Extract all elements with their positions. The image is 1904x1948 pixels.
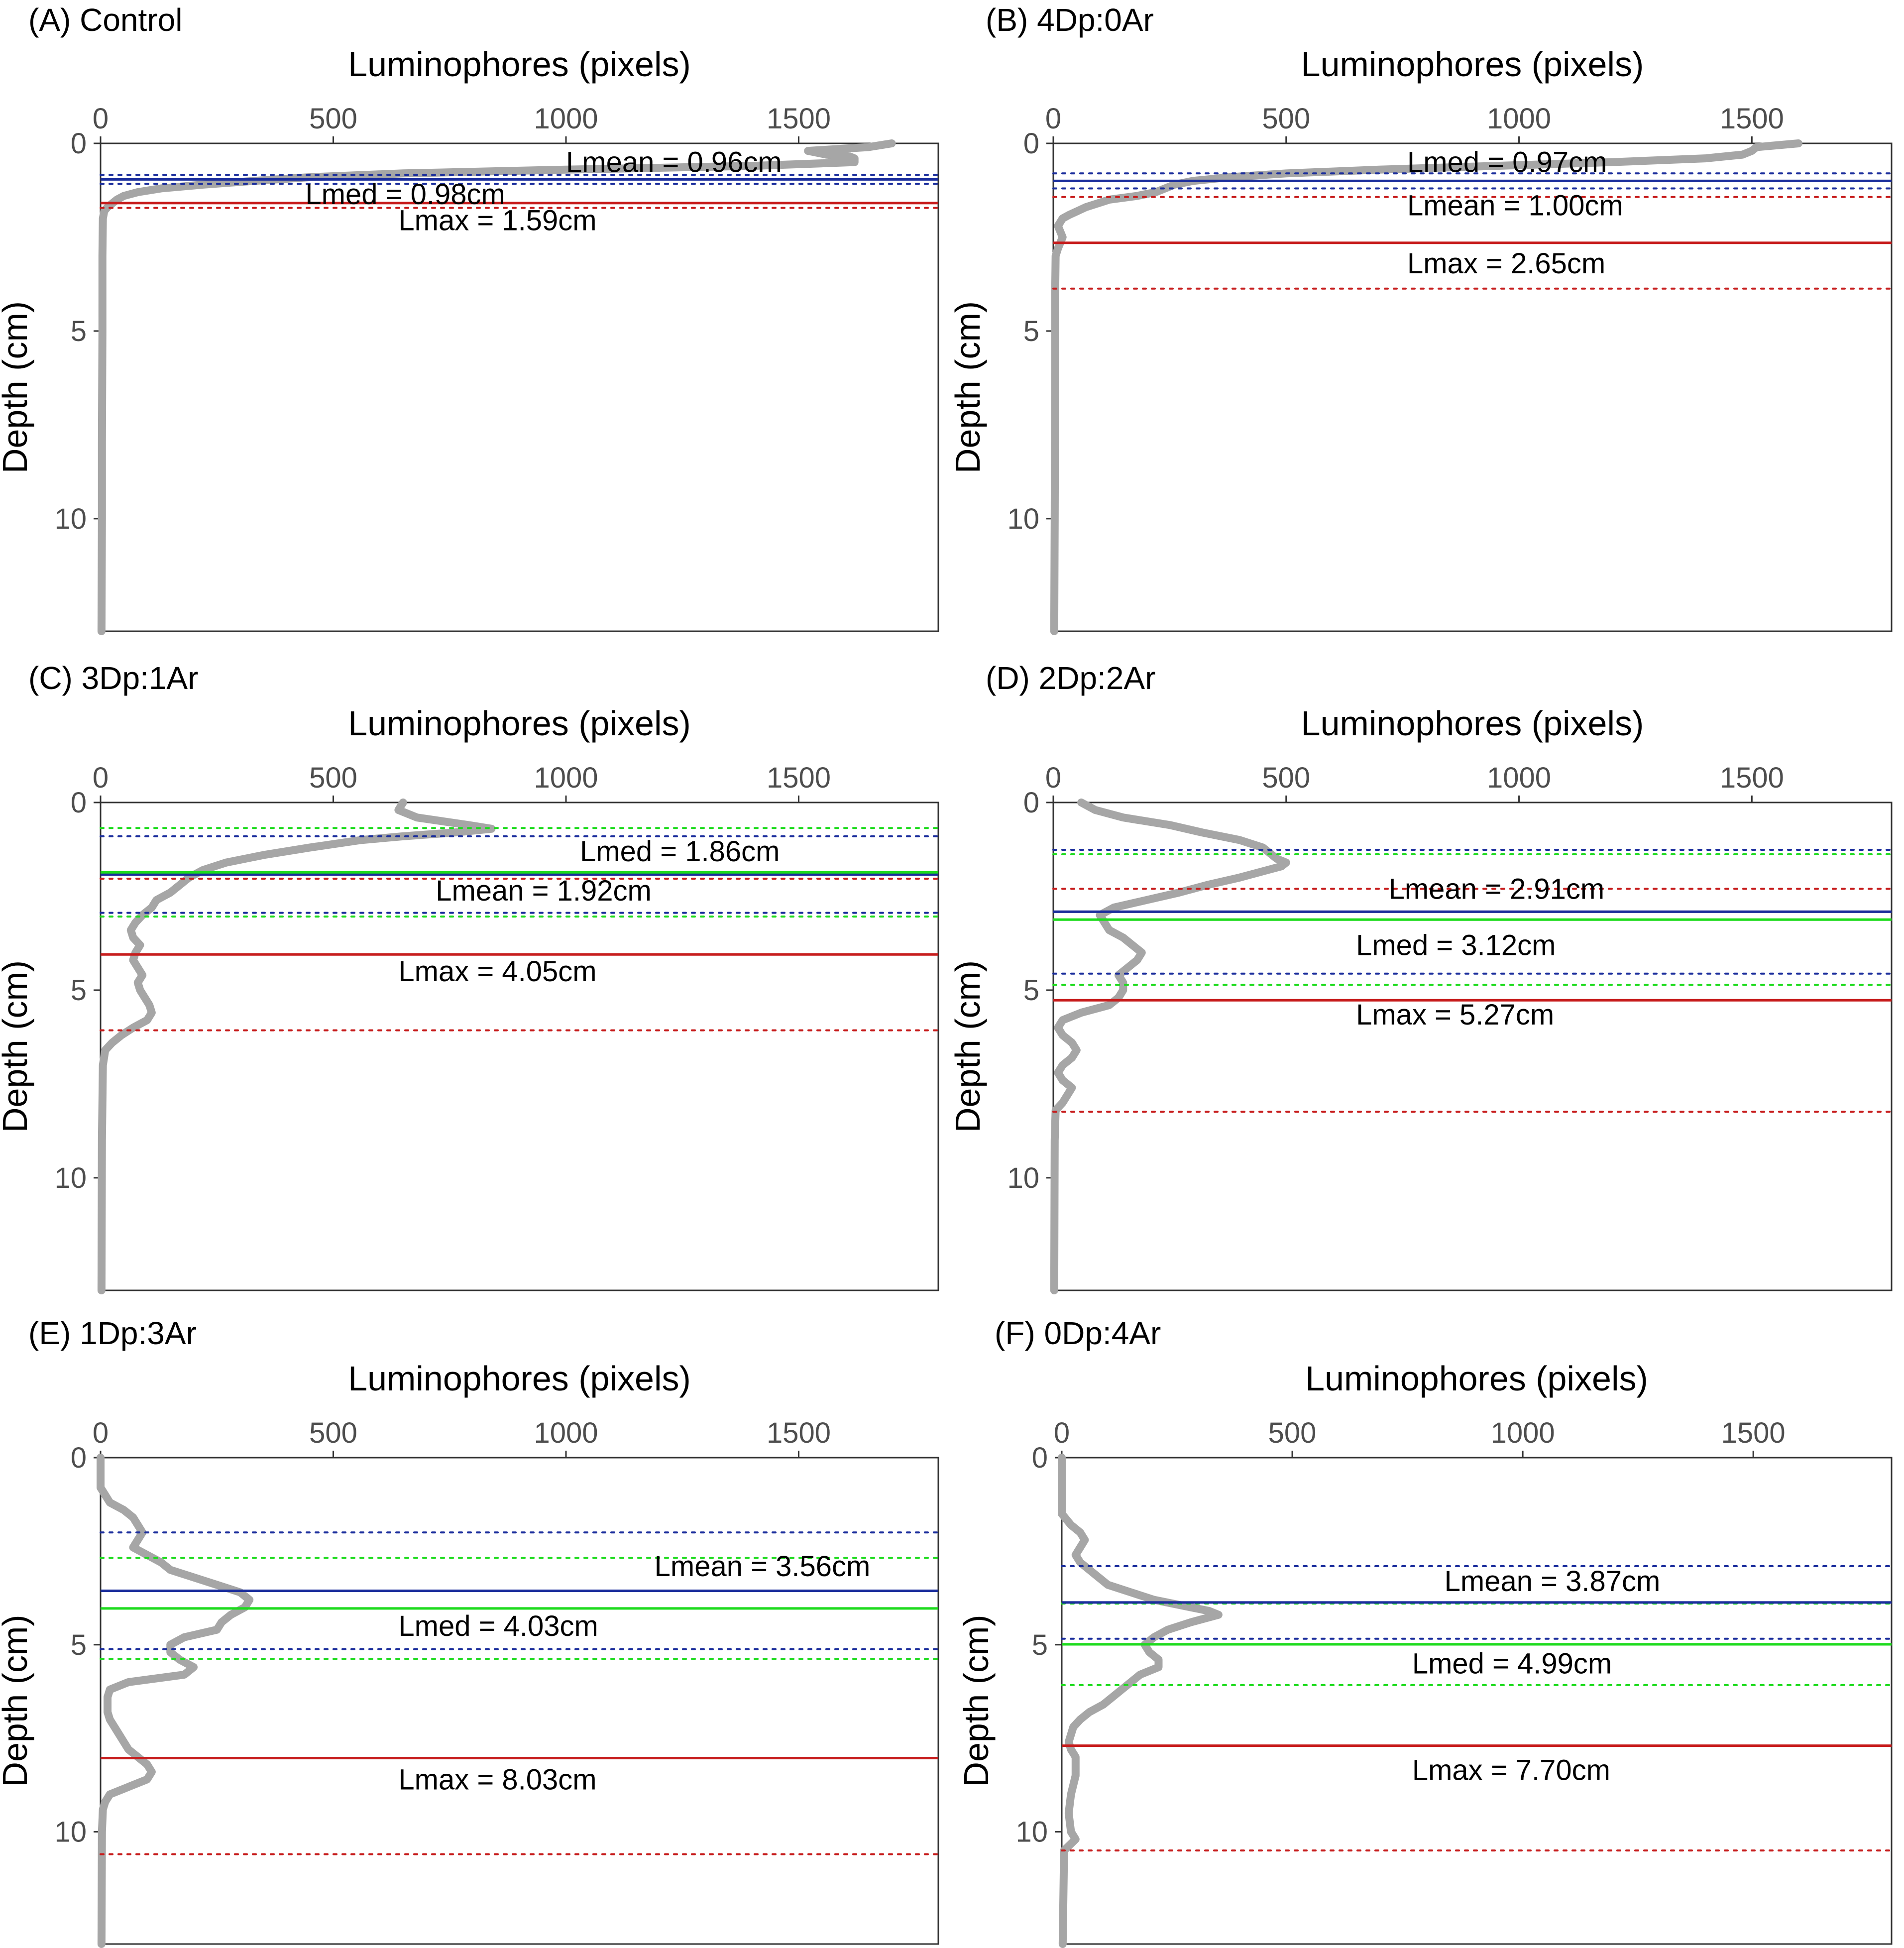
x-tick-label: 0 — [1054, 1417, 1070, 1449]
x-tick-label: 1000 — [534, 103, 598, 135]
y-axis-title: Depth (cm) — [957, 1614, 996, 1787]
panel-title: (C) 3Dp:1Ar — [28, 660, 198, 696]
y-axis-title: Depth (cm) — [948, 301, 987, 473]
label-median: Lmed = 4.99cm — [1412, 1647, 1612, 1680]
x-tick-label: 500 — [1262, 762, 1310, 794]
y-axis-title: Depth (cm) — [0, 301, 34, 473]
luminophore-profile — [1050, 799, 1290, 1294]
panel-B: (B) 4Dp:0Ar Luminophores (pixels) Depth (c… — [948, 2, 1893, 635]
x-tick-label: 1500 — [767, 103, 831, 135]
y-tick-label: 5 — [1023, 315, 1039, 347]
y-tick-label: 0 — [1023, 127, 1039, 160]
panel-title: (F) 0Dp:4Ar — [995, 1315, 1161, 1351]
y-tick-label: 5 — [71, 315, 87, 347]
label-median: Lmed = 0.98cm — [305, 178, 505, 211]
plot-frame — [1061, 1457, 1893, 1945]
x-tick-label: 1000 — [1491, 1417, 1555, 1449]
y-tick-label: 0 — [1032, 1442, 1048, 1474]
x-tick-label: 1500 — [1720, 103, 1784, 135]
x-tick-label: 500 — [1262, 103, 1310, 135]
label-median: Lmed = 3.12cm — [1356, 929, 1556, 961]
label-mean: Lmean = 0.96cm — [566, 146, 782, 179]
y-axis-title: Depth (cm) — [0, 960, 34, 1133]
label-max: Lmax = 1.59cm — [398, 205, 596, 237]
luminophore-profile — [97, 799, 496, 1294]
label-mean: Lmean = 1.00cm — [1407, 189, 1623, 222]
x-tick-label: 1500 — [767, 1417, 831, 1449]
label-max: Lmax = 5.27cm — [1356, 999, 1554, 1031]
x-tick-label: 1000 — [1487, 103, 1551, 135]
x-tick-label: 1000 — [534, 1417, 598, 1449]
x-tick-label: 1000 — [534, 762, 598, 794]
panel-A: (A) Control Luminophores (pixels) Depth (c… — [0, 2, 939, 635]
label-mean: Lmean = 3.56cm — [655, 1550, 871, 1583]
y-tick-label: 5 — [71, 1629, 87, 1661]
x-tick-label: 500 — [309, 1417, 357, 1449]
label-max: Lmax = 4.05cm — [398, 955, 596, 988]
label-max: Lmax = 7.70cm — [1412, 1754, 1610, 1787]
x-tick-label: 0 — [93, 762, 109, 794]
x-tick-label: 0 — [93, 103, 109, 135]
x-axis-title: Luminophores (pixels) — [348, 1359, 691, 1398]
y-tick-label: 5 — [1032, 1629, 1048, 1661]
label-median: Lmed = 0.97cm — [1407, 146, 1607, 179]
x-tick-label: 0 — [1045, 762, 1061, 794]
y-axis-title: Depth (cm) — [0, 1614, 34, 1787]
x-tick-label: 500 — [309, 762, 357, 794]
plot-frame — [100, 802, 939, 1291]
luminophore-profile — [1050, 139, 1802, 635]
label-mean: Lmean = 2.91cm — [1389, 873, 1605, 905]
label-max: Lmax = 2.65cm — [1407, 247, 1605, 280]
panel-title: (A) Control — [28, 2, 182, 38]
label-median: Lmed = 1.86cm — [580, 835, 780, 868]
y-tick-label: 10 — [1015, 1816, 1048, 1848]
luminophore-profile — [97, 1454, 254, 1948]
luminophore-profile — [97, 139, 896, 635]
x-axis-title: Luminophores (pixels) — [1301, 704, 1644, 743]
y-axis-title: Depth (cm) — [948, 960, 987, 1133]
x-tick-label: 500 — [1268, 1417, 1317, 1449]
y-tick-label: 10 — [54, 1816, 87, 1848]
panel-title: (B) 4Dp:0Ar — [986, 2, 1154, 38]
y-tick-label: 5 — [1023, 974, 1039, 1007]
panel-D: (D) 2Dp:2Ar Luminophores (pixels) Depth (c… — [948, 660, 1893, 1294]
x-tick-label: 1500 — [767, 762, 831, 794]
label-mean: Lmean = 3.87cm — [1445, 1565, 1661, 1598]
y-tick-label: 10 — [54, 1162, 87, 1194]
luminophore-profile — [1058, 1454, 1223, 1948]
y-tick-label: 0 — [71, 787, 87, 819]
x-axis-title: Luminophores (pixels) — [1301, 45, 1644, 84]
x-tick-label: 0 — [93, 1417, 109, 1449]
x-axis-title: Luminophores (pixels) — [1305, 1359, 1648, 1398]
y-tick-label: 5 — [71, 974, 87, 1007]
plot-frame — [100, 1457, 939, 1945]
y-tick-label: 0 — [71, 1442, 87, 1474]
label-mean: Lmean = 1.92cm — [436, 875, 652, 907]
panel-E: (E) 1Dp:3Ar Luminophores (pixels) Depth (c… — [0, 1315, 939, 1948]
x-tick-label: 1500 — [1721, 1417, 1786, 1449]
panel-C: (C) 3Dp:1Ar Luminophores (pixels) Depth (c… — [0, 660, 939, 1294]
y-tick-label: 10 — [54, 503, 87, 535]
x-axis-title: Luminophores (pixels) — [348, 45, 691, 84]
x-axis-title: Luminophores (pixels) — [348, 704, 691, 743]
y-tick-label: 0 — [71, 127, 87, 160]
x-tick-label: 500 — [309, 103, 357, 135]
y-tick-label: 10 — [1007, 503, 1039, 535]
label-max: Lmax = 8.03cm — [398, 1763, 596, 1796]
x-tick-label: 1500 — [1720, 762, 1784, 794]
x-tick-label: 1000 — [1487, 762, 1551, 794]
panel-title: (E) 1Dp:3Ar — [28, 1315, 197, 1351]
plot-frame — [1052, 802, 1893, 1291]
panel-F: (F) 0Dp:4Ar Luminophores (pixels) Depth (c… — [957, 1315, 1893, 1948]
label-median: Lmed = 4.03cm — [398, 1610, 598, 1642]
y-tick-label: 0 — [1023, 787, 1039, 819]
x-tick-label: 0 — [1045, 103, 1061, 135]
panel-title: (D) 2Dp:2Ar — [986, 660, 1155, 696]
y-tick-label: 10 — [1007, 1162, 1039, 1194]
